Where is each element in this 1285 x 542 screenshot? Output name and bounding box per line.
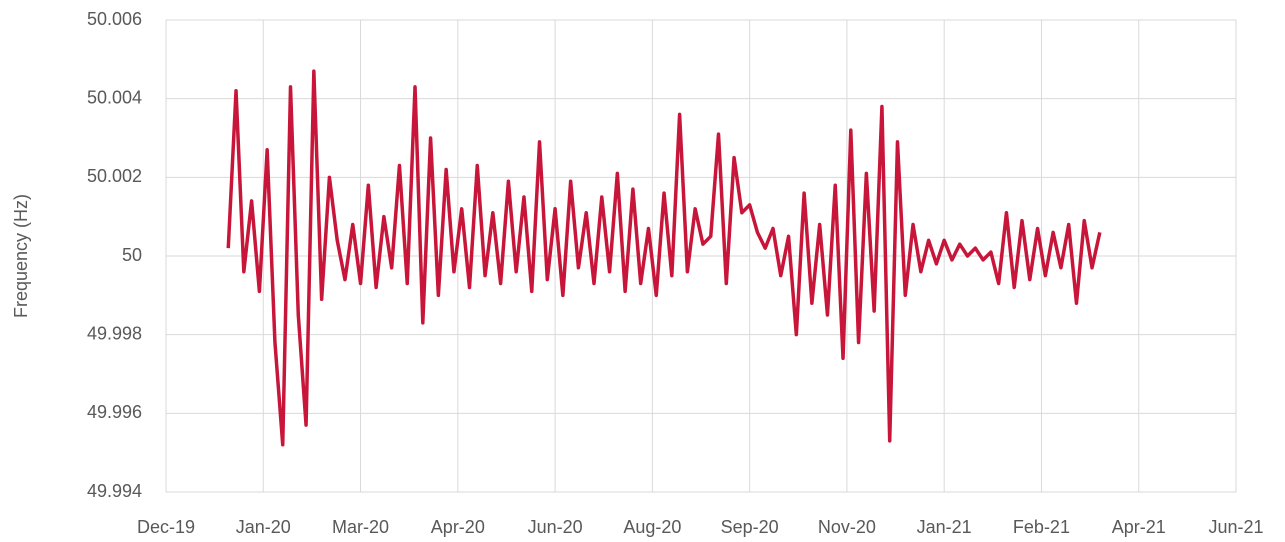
y-tick-label: 50.002 xyxy=(87,166,142,186)
x-tick-label: Aug-20 xyxy=(623,517,681,537)
x-tick-label: Jun-21 xyxy=(1208,517,1263,537)
y-tick-label: 49.998 xyxy=(87,323,142,343)
y-tick-label: 49.996 xyxy=(87,402,142,422)
y-tick-label: 50 xyxy=(122,245,142,265)
x-tick-label: Sep-20 xyxy=(721,517,779,537)
y-tick-label: 49.994 xyxy=(87,481,142,501)
x-tick-label: Jun-20 xyxy=(528,517,583,537)
x-tick-label: Dec-19 xyxy=(137,517,195,537)
x-tick-label: Nov-20 xyxy=(818,517,876,537)
x-tick-label: Apr-20 xyxy=(431,517,485,537)
x-tick-label: Feb-21 xyxy=(1013,517,1070,537)
x-tick-label: Jan-20 xyxy=(236,517,291,537)
y-axis-label: Frequency (Hz) xyxy=(11,194,31,318)
x-tick-label: Apr-21 xyxy=(1112,517,1166,537)
y-tick-label: 50.004 xyxy=(87,87,142,107)
series-line xyxy=(226,69,1102,447)
y-tick-label: 50.006 xyxy=(87,9,142,29)
x-tick-label: Jan-21 xyxy=(917,517,972,537)
x-tick-label: Mar-20 xyxy=(332,517,389,537)
